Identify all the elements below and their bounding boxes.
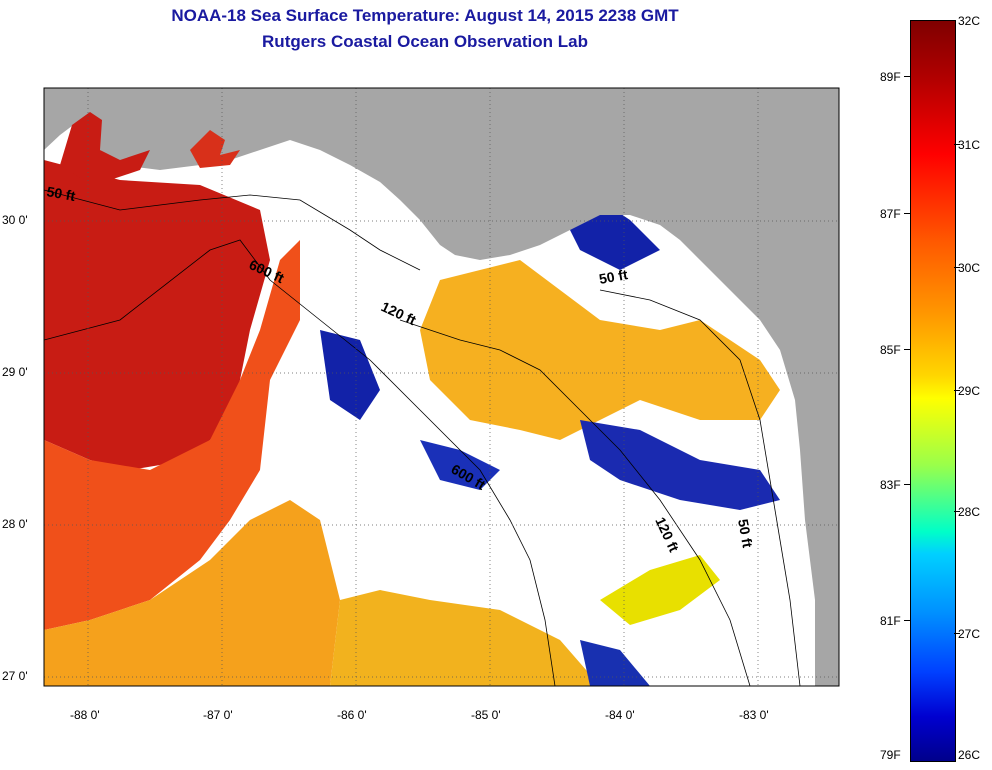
bay-water-east xyxy=(190,130,240,168)
sst-cool-patch-3 xyxy=(580,420,780,510)
colorbar-celsius-label: 28C xyxy=(958,505,981,519)
lon-label: -83 0' xyxy=(739,708,769,722)
colorbar-tick xyxy=(904,76,910,77)
sst-very-warm-region xyxy=(44,160,270,470)
colorbar-tick xyxy=(954,144,960,145)
colorbar-tick xyxy=(954,390,960,391)
colorbar-fahrenheit-label: 79F xyxy=(880,748,901,762)
depth-contour-50ft-east xyxy=(599,289,801,686)
colorbar-tick xyxy=(904,349,910,350)
colorbar-fahrenheit-label: 89F xyxy=(880,70,901,84)
land-area xyxy=(44,88,839,686)
lon-label: -87 0' xyxy=(203,708,233,722)
colorbar-celsius-label: 29C xyxy=(958,384,981,398)
colorbar-tick xyxy=(904,213,910,214)
colorbar-fahrenheit-label: 83F xyxy=(880,478,901,492)
depth-contour-50ft-west xyxy=(44,189,421,271)
colorbar-fahrenheit-label: 81F xyxy=(880,614,901,628)
lon-label: -84 0' xyxy=(605,708,635,722)
lat-label: 28 0' xyxy=(2,517,28,531)
depth-contour-120ft-east xyxy=(399,319,751,686)
lon-label: -86 0' xyxy=(337,708,367,722)
sst-cool-patch-4 xyxy=(420,440,500,490)
colorbar-celsius-label: 31C xyxy=(958,138,981,152)
sst-yellow-patches xyxy=(600,555,720,625)
sst-mid-region-east xyxy=(420,260,780,440)
sst-cool-patch-5 xyxy=(580,640,650,686)
lat-label: 27 0' xyxy=(2,669,28,683)
colorbar-tick xyxy=(954,633,960,634)
sst-cool-patch-1 xyxy=(320,330,380,420)
depth-label: 50 ft xyxy=(45,183,76,204)
lat-label: 30 0' xyxy=(2,213,28,227)
colorbar-fahrenheit-label: 85F xyxy=(880,343,901,357)
colorbar-tick xyxy=(954,267,960,268)
depth-label: 50 ft xyxy=(598,266,629,287)
depth-contour-600ft xyxy=(44,239,556,686)
map-title: NOAA-18 Sea Surface Temperature: August … xyxy=(171,6,679,25)
map-frame xyxy=(43,87,840,687)
sst-warm-region xyxy=(44,240,300,630)
depth-label: 50 ft xyxy=(735,518,756,549)
lon-label: -88 0' xyxy=(70,708,100,722)
temperature-colorbar xyxy=(910,20,956,762)
colorbar-celsius-label: 30C xyxy=(958,261,981,275)
colorbar-fahrenheit-label: 87F xyxy=(880,207,901,221)
lat-lon-grid xyxy=(44,88,839,686)
colorbar-celsius-label: 27C xyxy=(958,627,981,641)
colorbar-celsius-label: 32C xyxy=(958,14,981,28)
colorbar-tick xyxy=(904,620,910,621)
sst-mid-region-south xyxy=(330,590,600,686)
colorbar-tick xyxy=(904,484,910,485)
lat-label: 29 0' xyxy=(2,365,28,379)
bay-water xyxy=(60,112,150,180)
map-subtitle: Rutgers Coastal Ocean Observation Lab xyxy=(262,32,588,51)
lon-label: -85 0' xyxy=(471,708,501,722)
sst-mid-region-west xyxy=(44,500,340,686)
colorbar-celsius-label: 26C xyxy=(958,748,981,762)
colorbar-tick xyxy=(954,511,960,512)
